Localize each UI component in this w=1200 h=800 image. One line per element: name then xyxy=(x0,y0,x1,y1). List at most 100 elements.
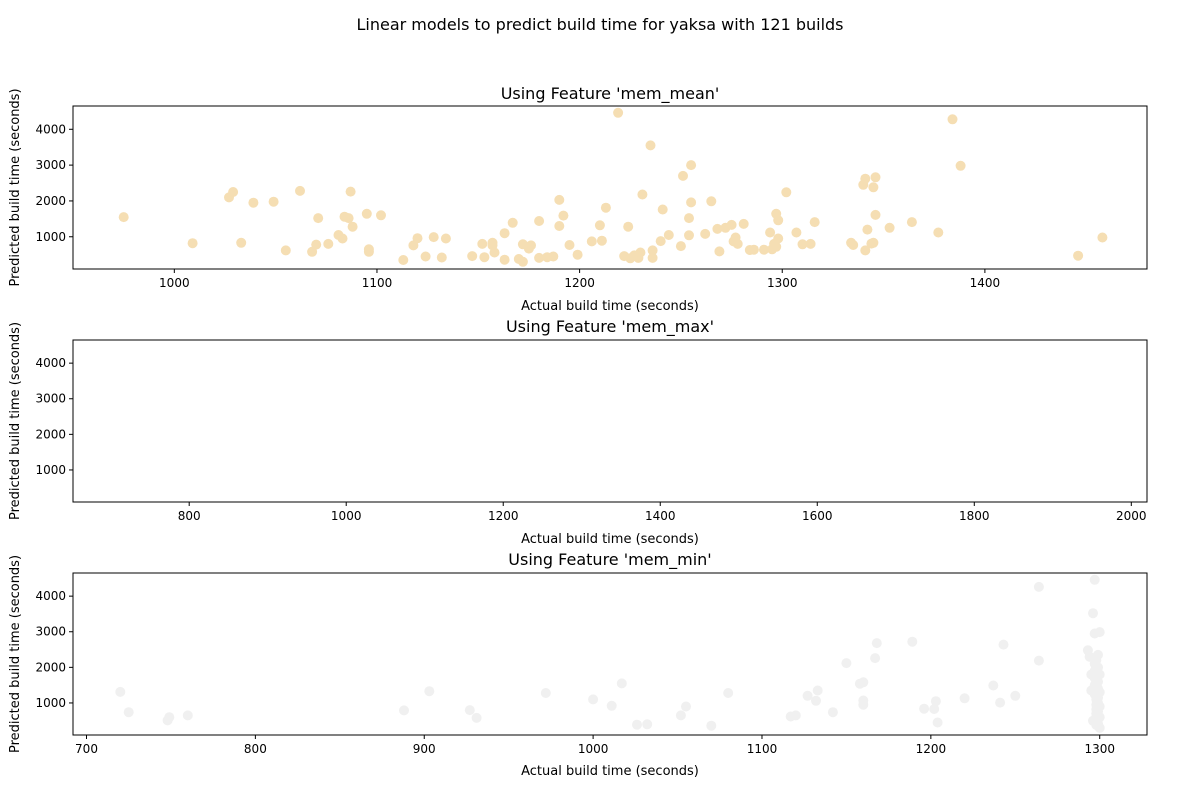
data-point xyxy=(684,213,694,224)
data-point xyxy=(499,228,510,239)
y-tick-label: 2000 xyxy=(35,660,66,674)
data-point xyxy=(507,217,518,228)
data-point xyxy=(678,170,688,181)
data-point xyxy=(797,239,808,250)
data-point xyxy=(723,688,734,698)
data-point xyxy=(623,221,634,232)
data-point xyxy=(907,636,918,647)
data-point xyxy=(712,223,723,234)
data-point xyxy=(860,173,871,184)
x-axis-label: Actual build time (seconds) xyxy=(521,299,699,314)
data-point xyxy=(686,160,697,171)
data-point xyxy=(1094,722,1105,733)
plot-frame xyxy=(72,105,1148,270)
data-point xyxy=(805,238,816,249)
data-point xyxy=(1089,574,1100,585)
data-point xyxy=(995,697,1006,708)
data-point xyxy=(791,227,802,238)
data-point xyxy=(347,221,358,232)
data-point xyxy=(858,699,869,710)
y-tick-label: 2000 xyxy=(35,194,66,208)
data-point xyxy=(759,244,769,255)
subplot-title: Using Feature 'mem_min' xyxy=(508,550,711,570)
data-point xyxy=(572,249,583,260)
y-tick-label: 1000 xyxy=(35,696,66,710)
data-point xyxy=(586,236,597,247)
y-tick-label: 3000 xyxy=(35,392,66,406)
data-point xyxy=(809,217,820,228)
data-point xyxy=(236,237,247,248)
data-point xyxy=(398,255,409,265)
y-tick-label: 1000 xyxy=(35,463,66,477)
data-point xyxy=(115,686,126,697)
data-point xyxy=(632,719,642,730)
data-point xyxy=(686,197,697,208)
x-tick-label: 1100 xyxy=(362,276,393,290)
data-point xyxy=(1088,608,1098,619)
subplot-mem-min: Using Feature 'mem_min' 700 800 900 1000 110… xyxy=(8,550,1148,779)
data-point xyxy=(681,701,691,712)
x-tick-label: 1300 xyxy=(767,276,798,290)
data-point xyxy=(812,685,823,696)
data-point xyxy=(337,233,348,244)
data-point xyxy=(773,215,784,226)
marks-group xyxy=(118,107,1108,267)
y-tick-label: 3000 xyxy=(35,625,66,639)
data-point xyxy=(376,210,386,221)
x-tick-label: 1300 xyxy=(1084,742,1115,756)
data-point xyxy=(726,219,737,230)
data-point xyxy=(645,140,656,151)
data-point xyxy=(548,251,559,262)
data-point xyxy=(123,707,134,718)
data-point xyxy=(420,251,431,262)
data-point xyxy=(790,710,801,721)
data-point xyxy=(933,227,944,238)
x-tick-label: 1200 xyxy=(916,742,947,756)
data-point xyxy=(268,196,279,207)
data-point xyxy=(540,688,551,698)
y-tick-label: 3000 xyxy=(35,158,66,172)
x-tick-label: 1000 xyxy=(578,742,609,756)
data-point xyxy=(714,246,725,257)
data-point xyxy=(118,212,129,223)
data-point xyxy=(554,194,565,205)
plot-frame xyxy=(72,339,1148,503)
data-point xyxy=(998,639,1009,650)
y-tick-label: 4000 xyxy=(35,356,66,370)
data-point xyxy=(471,712,482,723)
data-point xyxy=(675,241,686,252)
ticks-group: 700 800 900 1000 1100 1200 1300 1000 2000 3000 400… xyxy=(35,589,1115,756)
data-point xyxy=(477,238,488,249)
x-tick-label: 1200 xyxy=(564,276,595,290)
x-tick-label: 2000 xyxy=(1116,509,1147,523)
data-point xyxy=(464,705,475,716)
data-point xyxy=(345,186,356,197)
data-point xyxy=(635,247,646,258)
data-point xyxy=(647,252,658,263)
ticks-group: 800 1000 1200 1400 1600 1800 2000 1000 2000 3000 4… xyxy=(35,356,1146,523)
data-point xyxy=(988,680,999,691)
data-point xyxy=(868,237,879,248)
data-point xyxy=(295,185,305,196)
data-point xyxy=(479,252,490,263)
data-point xyxy=(564,240,575,250)
x-tick-label: 700 xyxy=(75,742,98,756)
data-point xyxy=(930,696,941,707)
data-point xyxy=(870,209,881,220)
x-tick-label: 1600 xyxy=(802,509,833,523)
data-point xyxy=(959,693,970,704)
data-point xyxy=(436,252,447,263)
data-point xyxy=(1094,669,1105,680)
x-tick-label: 1800 xyxy=(959,509,990,523)
data-point xyxy=(187,238,198,249)
data-point xyxy=(412,233,423,244)
ticks-group: 1000 1100 1200 1300 1400 1000 2000 3000 4000 xyxy=(35,122,1000,290)
data-point xyxy=(1010,690,1021,701)
data-point xyxy=(675,710,686,721)
data-point xyxy=(802,690,813,701)
data-point xyxy=(655,236,666,247)
data-point xyxy=(647,245,658,256)
data-point xyxy=(489,247,500,258)
data-point xyxy=(1093,649,1103,660)
data-point xyxy=(1097,232,1108,243)
